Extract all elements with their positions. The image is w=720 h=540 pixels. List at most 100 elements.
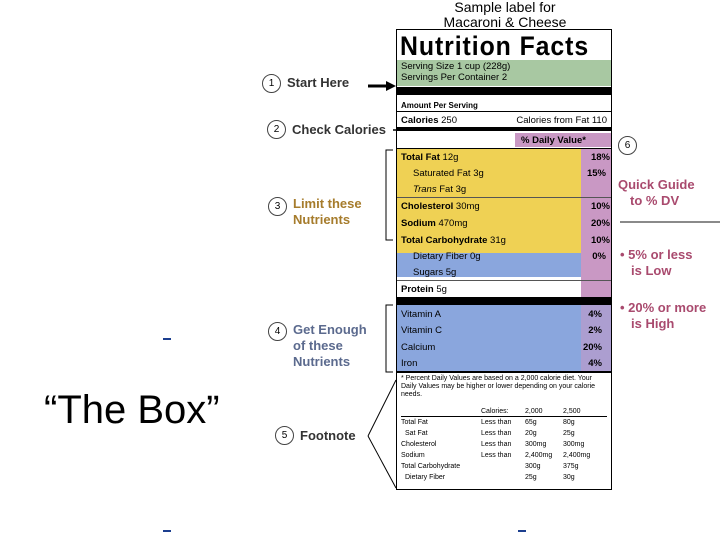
nutrient-protein: Protein 5g	[401, 285, 615, 295]
step-5-circle: 5	[275, 426, 294, 445]
fiber-band	[397, 253, 581, 277]
step-6-circle: 6	[618, 136, 637, 155]
footnote-cell: 65g	[525, 419, 537, 426]
calcium-row: Calcium 20%	[401, 343, 607, 353]
medium-divider	[397, 127, 611, 131]
footnote-cell: 300mg	[525, 441, 547, 448]
dash-mark	[163, 530, 171, 532]
nutrient-saturated-fat: Saturated Fat 3g 15%	[413, 169, 611, 179]
calories-label: Calories	[401, 115, 439, 126]
serving-band	[397, 60, 611, 86]
step-line: Get Enough	[293, 322, 367, 337]
dv-header-band	[515, 133, 611, 147]
footnote-cell: 20g	[525, 430, 537, 437]
footnote-cell: Less than	[481, 441, 512, 448]
nutrient-dv: 0%	[592, 251, 606, 262]
nutrient-dv: 10%	[590, 201, 610, 212]
enough-bracket	[385, 304, 393, 373]
servings-per-container: Servings Per Container 2	[401, 72, 508, 83]
nutrition-label: Nutrition Facts Serving Size 1 cup (228g…	[396, 29, 612, 490]
footnote-cell: 2,400mg	[563, 452, 591, 459]
footnote-cell: Less than	[481, 419, 512, 426]
nutrient-amount: 470mg	[438, 218, 468, 229]
calories-row: Calories 250	[401, 116, 615, 126]
footnote-row: Sat Fat Less than 20g 25g	[401, 428, 607, 439]
footnote-cell: Total Fat	[401, 419, 428, 426]
footnote-cell: 80g	[563, 419, 575, 426]
serving-size: Serving Size 1 cup (228g)	[401, 61, 511, 72]
step-2-circle: 2	[267, 120, 286, 139]
footnote-table: Calories: 2,000 2,500 Total Fat Less tha…	[401, 406, 607, 483]
nutrient-dv: 15%	[586, 168, 606, 179]
footnote-header: 2,000	[525, 408, 543, 415]
guide-line: Quick Guide	[618, 177, 695, 192]
calories-value: 250	[441, 115, 457, 126]
vitamin-name: Calcium	[401, 342, 436, 353]
vitamin-dv: 2%	[588, 325, 602, 336]
label-title: Nutrition Facts	[400, 31, 590, 61]
nutrient-total-fat: Total Fat 12g 18%	[401, 153, 615, 163]
nutrient-sodium: Sodium 470mg 20%	[401, 219, 615, 229]
nutrient-dietary-fiber: Dietary Fiber 0g 0%	[413, 252, 611, 262]
divider	[397, 371, 611, 373]
step-4-circle: 4	[268, 322, 287, 341]
enough-band	[397, 305, 611, 371]
nutrient-name: Sodium	[401, 218, 436, 229]
nutrient-dv: 18%	[590, 152, 610, 163]
nutrient-cholesterol: Cholesterol 30mg 10%	[401, 202, 615, 212]
amount-per-serving: Amount Per Serving	[401, 101, 478, 110]
footnote-row: Total Fat Less than 65g 80g	[401, 417, 607, 428]
step-3-circle: 3	[268, 197, 287, 216]
footnote-row: Dietary Fiber 25g 30g	[401, 472, 607, 483]
divider	[397, 280, 611, 281]
guide-high: • 20% or more is High	[620, 300, 706, 332]
dash-mark	[163, 338, 171, 340]
footnote-row: Sodium Less than 2,400mg 2,400mg	[401, 450, 607, 461]
calories-from-fat: Calories from Fat 110	[516, 115, 607, 126]
step-footnote: Footnote	[300, 428, 356, 443]
thick-divider	[397, 87, 611, 95]
nutrient-amount: 5g	[445, 267, 457, 278]
nutrient-name: Dietary Fiber	[413, 251, 468, 262]
footnote-header: 2,500	[563, 408, 581, 415]
footnote-cell: Sodium	[401, 452, 425, 459]
guide-line: • 5% or less	[620, 247, 693, 262]
footnote-cell: 25g	[563, 430, 575, 437]
footnote-header: Calories:	[481, 408, 509, 415]
enough-dv-column	[581, 305, 611, 371]
iron-row: Iron 4%	[401, 359, 607, 369]
footnote-cell: Less than	[481, 452, 512, 459]
step-start-here: Start Here	[287, 75, 350, 90]
footnote-connector	[367, 379, 397, 437]
vitamin-dv: 20%	[582, 342, 602, 353]
footnote-text: * Percent Daily Values are based on a 2,…	[401, 375, 596, 398]
start-arrow-head	[386, 81, 396, 91]
guide-line: is High	[631, 316, 675, 331]
nutrient-total-carbohydrate: Total Carbohydrate 31g 10%	[401, 236, 615, 246]
step-limit-nutrients: Limit these Nutrients	[293, 196, 362, 228]
step-line: of these	[293, 338, 343, 353]
divider	[397, 197, 611, 198]
vitamin-dv: 4%	[588, 309, 602, 320]
limit-bracket	[385, 149, 393, 241]
vitamin-a-row: Vitamin A 4%	[401, 310, 607, 320]
limit-band	[397, 149, 581, 253]
nutrient-amount: 0g	[470, 251, 481, 262]
nutrient-amount: 31g	[490, 235, 506, 246]
nutrient-trans-fat: Trans Fat 3g	[413, 185, 627, 195]
footnote-cell: Less than	[481, 430, 512, 437]
footnote-cell: 25g	[525, 474, 537, 481]
footnote-header-row: Calories: 2,000 2,500	[401, 406, 607, 416]
nutrient-name: Sugars	[413, 267, 444, 278]
footnote-cell: 30g	[563, 474, 575, 481]
step-line: Nutrients	[293, 212, 351, 227]
step-line: Nutrients	[293, 354, 351, 369]
footnote-cell: Dietary Fiber	[405, 474, 446, 481]
step-get-enough: Get Enough of these Nutrients	[293, 322, 367, 370]
footnote-connector	[367, 435, 397, 489]
nutrient-amount: 3g	[473, 168, 484, 179]
guide-line: is Low	[631, 263, 672, 278]
caption-line-1: Sample label for	[454, 0, 556, 15]
vitamin-c-row: Vitamin C 2%	[401, 326, 607, 336]
limit-dv-column	[581, 149, 611, 253]
